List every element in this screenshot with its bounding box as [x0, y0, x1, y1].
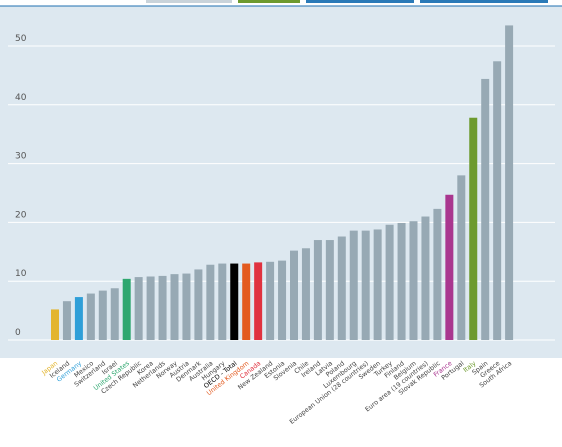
bar	[457, 175, 466, 340]
y-tick-label: 20	[15, 210, 27, 220]
bar	[86, 293, 95, 340]
bar	[134, 277, 143, 340]
bar	[361, 230, 370, 340]
y-tick-label: 50	[15, 34, 27, 44]
bar	[421, 216, 430, 340]
bar	[493, 61, 502, 341]
y-axis-tick-labels: 0 10 20 30 40 50	[15, 34, 27, 338]
bar	[397, 222, 406, 340]
bar	[433, 208, 442, 340]
bar	[122, 278, 131, 340]
bar	[158, 275, 167, 340]
bar	[373, 229, 382, 340]
bar	[290, 250, 298, 340]
y-tick-label: 10	[15, 269, 27, 279]
y-tick-label: 40	[15, 93, 27, 103]
bar	[325, 240, 334, 340]
bar	[385, 224, 394, 340]
bar	[278, 260, 287, 340]
bar	[74, 297, 83, 340]
bar	[218, 263, 227, 340]
bar	[481, 78, 490, 340]
bar	[337, 236, 346, 340]
legend-key-3	[306, 0, 414, 3]
bar	[254, 262, 263, 340]
bar	[242, 263, 251, 340]
bar	[349, 230, 358, 340]
bar	[110, 288, 119, 340]
bar	[182, 273, 191, 340]
legend-key-2	[238, 0, 300, 3]
bar	[505, 25, 514, 340]
bar	[206, 264, 215, 340]
bar	[51, 309, 59, 340]
legend-key-1	[146, 0, 232, 3]
bar	[230, 263, 239, 340]
bar	[445, 194, 454, 340]
bar	[301, 248, 310, 340]
bars	[51, 25, 514, 341]
bar	[469, 117, 478, 341]
y-tick-label: 0	[15, 328, 21, 338]
bar	[98, 290, 107, 340]
bar	[194, 269, 203, 340]
category-labels: JapanIcelandGermanyMexicoSwitzerlandIsra…	[39, 359, 513, 426]
bar	[62, 301, 71, 340]
legend-key-4	[420, 0, 548, 3]
bar	[313, 240, 322, 340]
y-tick-label: 30	[15, 152, 27, 162]
bar	[409, 221, 418, 340]
bar	[266, 261, 275, 340]
bar	[146, 276, 155, 340]
bar	[170, 274, 179, 340]
